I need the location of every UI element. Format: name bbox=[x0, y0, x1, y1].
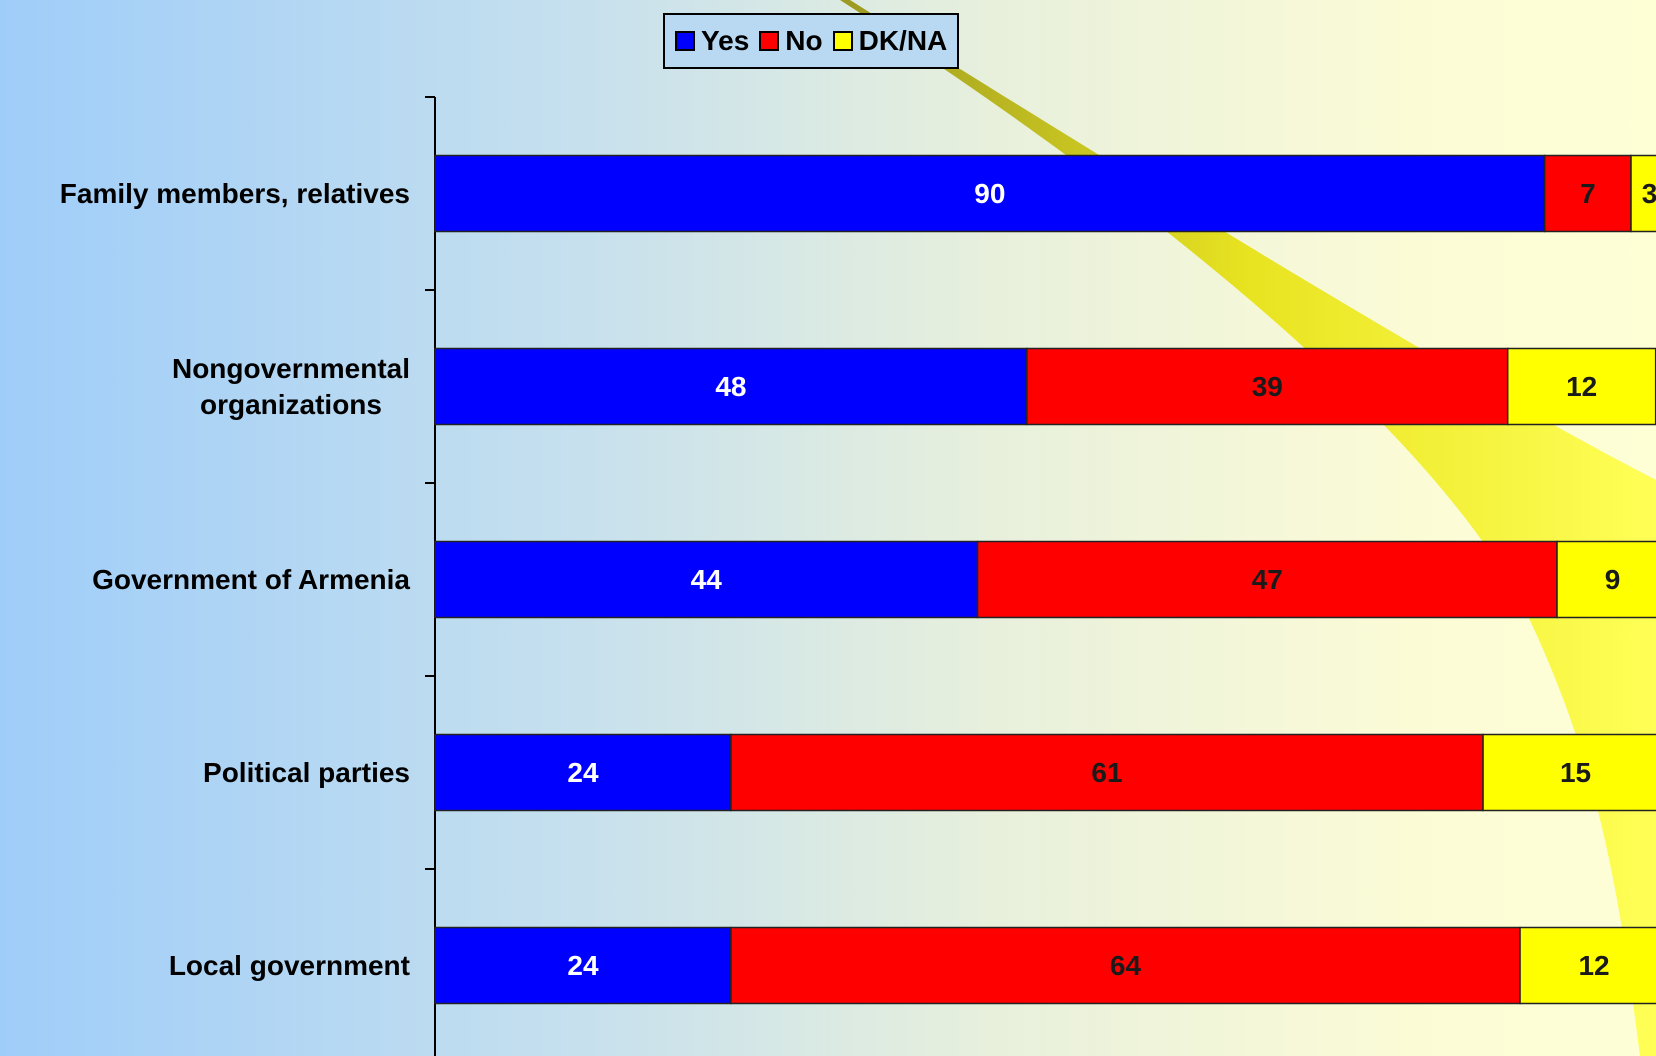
bar-segment bbox=[730, 926, 1521, 1005]
bar-segment bbox=[1026, 347, 1509, 426]
plot-area: 90 7 3 48 39 12 44 47 9 24 61 15 24 64 12 bbox=[425, 96, 1656, 1056]
bar-segment bbox=[434, 154, 1546, 233]
category-label-wrap: Nongovernmental organizations bbox=[172, 351, 410, 423]
data-label: 7 bbox=[1580, 178, 1596, 209]
category-label-wrap: Family members, relatives bbox=[60, 176, 410, 212]
bar-segment bbox=[1506, 347, 1656, 426]
category-label: Government of Armenia bbox=[92, 563, 410, 595]
category-label-wrap: Local government bbox=[169, 948, 410, 984]
bar-segment bbox=[1482, 733, 1656, 812]
data-label: 48 bbox=[715, 371, 746, 402]
bar-segment bbox=[1556, 540, 1656, 619]
legend-label: DK/NA bbox=[858, 25, 948, 56]
data-label: 24 bbox=[567, 757, 599, 788]
data-label: 47 bbox=[1252, 564, 1283, 595]
data-label: 9 bbox=[1605, 564, 1621, 595]
bar-segment bbox=[434, 733, 732, 812]
data-label: 44 bbox=[691, 564, 723, 595]
data-label: 90 bbox=[974, 178, 1005, 209]
data-label: 39 bbox=[1252, 371, 1283, 402]
decor-swoosh bbox=[840, 0, 1656, 1056]
category-label: Local government bbox=[168, 949, 410, 981]
bar-segment bbox=[434, 347, 1028, 426]
bar-segment bbox=[976, 540, 1558, 619]
data-label: 12 bbox=[1578, 950, 1609, 981]
legend-label: Yes bbox=[701, 25, 750, 56]
category-label: Political parties bbox=[203, 756, 410, 788]
bar-segment bbox=[1630, 154, 1656, 233]
category-label-wrap: Government of Armenia bbox=[92, 562, 410, 598]
data-label: 15 bbox=[1560, 757, 1591, 788]
bar-segment bbox=[434, 540, 979, 619]
data-label: 24 bbox=[567, 950, 599, 981]
legend-item: No bbox=[759, 25, 823, 57]
category-label: Family members, relatives bbox=[59, 177, 410, 209]
data-label: 12 bbox=[1566, 371, 1597, 402]
bar-segment bbox=[1543, 154, 1632, 233]
category-label-wrap: Political parties bbox=[203, 755, 410, 791]
bar-segment bbox=[1519, 926, 1656, 1005]
legend-item: DK/NA bbox=[832, 25, 948, 57]
category-label: Nongovernmental organizations bbox=[171, 352, 410, 420]
legend-swatch bbox=[675, 31, 695, 51]
bar-segment bbox=[434, 926, 732, 1005]
data-label: 64 bbox=[1110, 950, 1142, 981]
legend: Yes No DK/NA bbox=[663, 13, 960, 69]
bar-segment bbox=[730, 733, 1484, 812]
legend-swatch bbox=[759, 31, 780, 51]
legend-item: Yes bbox=[675, 25, 749, 57]
legend-swatch bbox=[832, 31, 853, 51]
data-label: 61 bbox=[1091, 757, 1122, 788]
data-label: 3 bbox=[1642, 178, 1656, 209]
legend-label: No bbox=[785, 25, 823, 56]
